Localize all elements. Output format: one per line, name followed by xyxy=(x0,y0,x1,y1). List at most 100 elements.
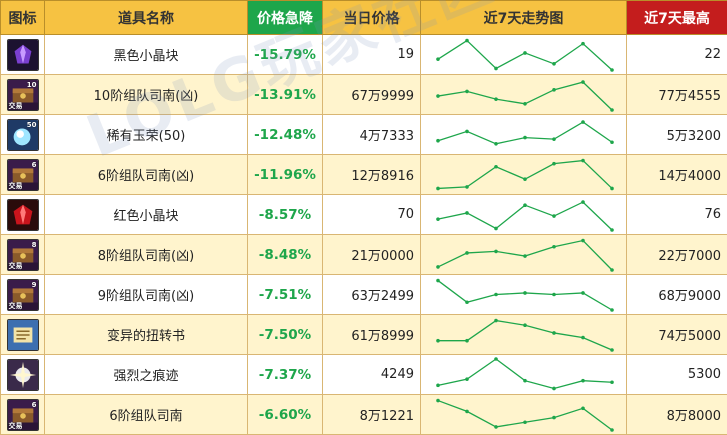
today-price: 67万9999 xyxy=(323,75,421,115)
trend-point-4 xyxy=(523,203,527,207)
trend-point-5 xyxy=(552,137,556,141)
trend-point-3 xyxy=(494,67,498,71)
trend-point-5 xyxy=(552,387,556,391)
trend-point-4 xyxy=(523,136,527,140)
item-name: 6阶组队司南 xyxy=(45,395,248,435)
today-price: 70 xyxy=(323,195,421,235)
seven-day-high: 77万4555 xyxy=(627,75,727,115)
jade-icon: 50 xyxy=(7,119,39,151)
trend-cell xyxy=(421,75,627,115)
trend-cell xyxy=(421,315,627,355)
today-price: 19 xyxy=(323,35,421,75)
trend-cell xyxy=(421,35,627,75)
trend-point-1 xyxy=(436,94,440,98)
trend-point-3 xyxy=(494,142,498,146)
trend-point-7 xyxy=(610,187,614,191)
table-header-row: 图标 道具名称 价格急降 当日价格 近7天走势图 近7天最高 xyxy=(1,1,727,35)
trend-line xyxy=(438,41,612,70)
trend-point-6 xyxy=(581,239,585,243)
icon-tier-number: 6 xyxy=(32,161,37,169)
trend-point-5 xyxy=(552,245,556,249)
trend-point-2 xyxy=(465,300,469,304)
trade-badge: 交易 xyxy=(9,102,23,110)
trend-cell xyxy=(421,355,627,395)
price-drop: -11.96% xyxy=(248,155,323,195)
trend-sparkline xyxy=(421,395,627,434)
trend-point-2 xyxy=(465,185,469,189)
seven-day-high: 5300 xyxy=(627,355,727,395)
price-drop: -8.57% xyxy=(248,195,323,235)
purple-crystal-icon xyxy=(7,39,39,71)
trend-cell xyxy=(421,395,627,435)
trend-point-3 xyxy=(494,250,498,254)
item-name: 稀有玉荣(50) xyxy=(45,115,248,155)
trend-sparkline xyxy=(421,195,627,234)
trend-point-1 xyxy=(436,399,440,403)
price-drop: -8.48% xyxy=(248,235,323,275)
trend-point-5 xyxy=(552,214,556,218)
today-price: 12万8916 xyxy=(323,155,421,195)
item-icon-cell: 交易 9 xyxy=(1,275,45,315)
trend-cell xyxy=(421,115,627,155)
item-name: 8阶组队司南(凶) xyxy=(45,235,248,275)
table-row: 红色小晶块-8.57%70 76 xyxy=(1,195,727,235)
item-icon-cell xyxy=(1,195,45,235)
today-price: 4249 xyxy=(323,355,421,395)
item-name: 9阶组队司南(凶) xyxy=(45,275,248,315)
seven-day-high: 76 xyxy=(627,195,727,235)
item-name: 10阶组队司南(凶) xyxy=(45,75,248,115)
price-drop: -7.51% xyxy=(248,275,323,315)
trend-point-6 xyxy=(581,407,585,411)
trend-point-6 xyxy=(581,291,585,295)
price-drop: -7.50% xyxy=(248,315,323,355)
trend-point-3 xyxy=(494,319,498,323)
trend-point-6 xyxy=(581,379,585,383)
trend-point-2 xyxy=(465,130,469,134)
trend-point-5 xyxy=(552,162,556,166)
trend-point-4 xyxy=(523,420,527,424)
trend-point-3 xyxy=(494,165,498,169)
item-icon-cell xyxy=(1,355,45,395)
trend-point-7 xyxy=(610,268,614,272)
trend-sparkline xyxy=(421,35,627,74)
header-trend: 近7天走势图 xyxy=(421,1,627,35)
trend-cell xyxy=(421,275,627,315)
trend-point-3 xyxy=(494,97,498,101)
trend-line xyxy=(438,401,612,430)
trend-point-2 xyxy=(465,339,469,343)
trend-point-3 xyxy=(494,425,498,429)
today-price: 61万8999 xyxy=(323,315,421,355)
trend-point-2 xyxy=(465,410,469,414)
icon-tier-number: 9 xyxy=(32,281,37,289)
trend-point-6 xyxy=(581,120,585,124)
trend-line xyxy=(438,82,612,110)
trend-point-1 xyxy=(436,339,440,343)
trend-point-4 xyxy=(523,254,527,258)
seven-day-high: 68万9000 xyxy=(627,275,727,315)
white-burst-icon xyxy=(7,359,39,391)
trend-point-5 xyxy=(552,416,556,420)
trend-point-4 xyxy=(523,177,527,181)
trend-point-4 xyxy=(523,291,527,295)
trade-badge: 交易 xyxy=(9,182,23,190)
trend-point-7 xyxy=(610,428,614,432)
trade-badge: 交易 xyxy=(9,302,23,310)
trend-point-3 xyxy=(494,357,498,361)
trend-point-7 xyxy=(610,228,614,232)
price-drop: -7.37% xyxy=(248,355,323,395)
trend-point-1 xyxy=(436,217,440,221)
trend-sparkline xyxy=(421,75,627,114)
price-drop: -13.91% xyxy=(248,75,323,115)
trend-cell xyxy=(421,235,627,275)
trend-point-6 xyxy=(581,42,585,46)
item-name: 红色小晶块 xyxy=(45,195,248,235)
trend-point-2 xyxy=(465,251,469,255)
